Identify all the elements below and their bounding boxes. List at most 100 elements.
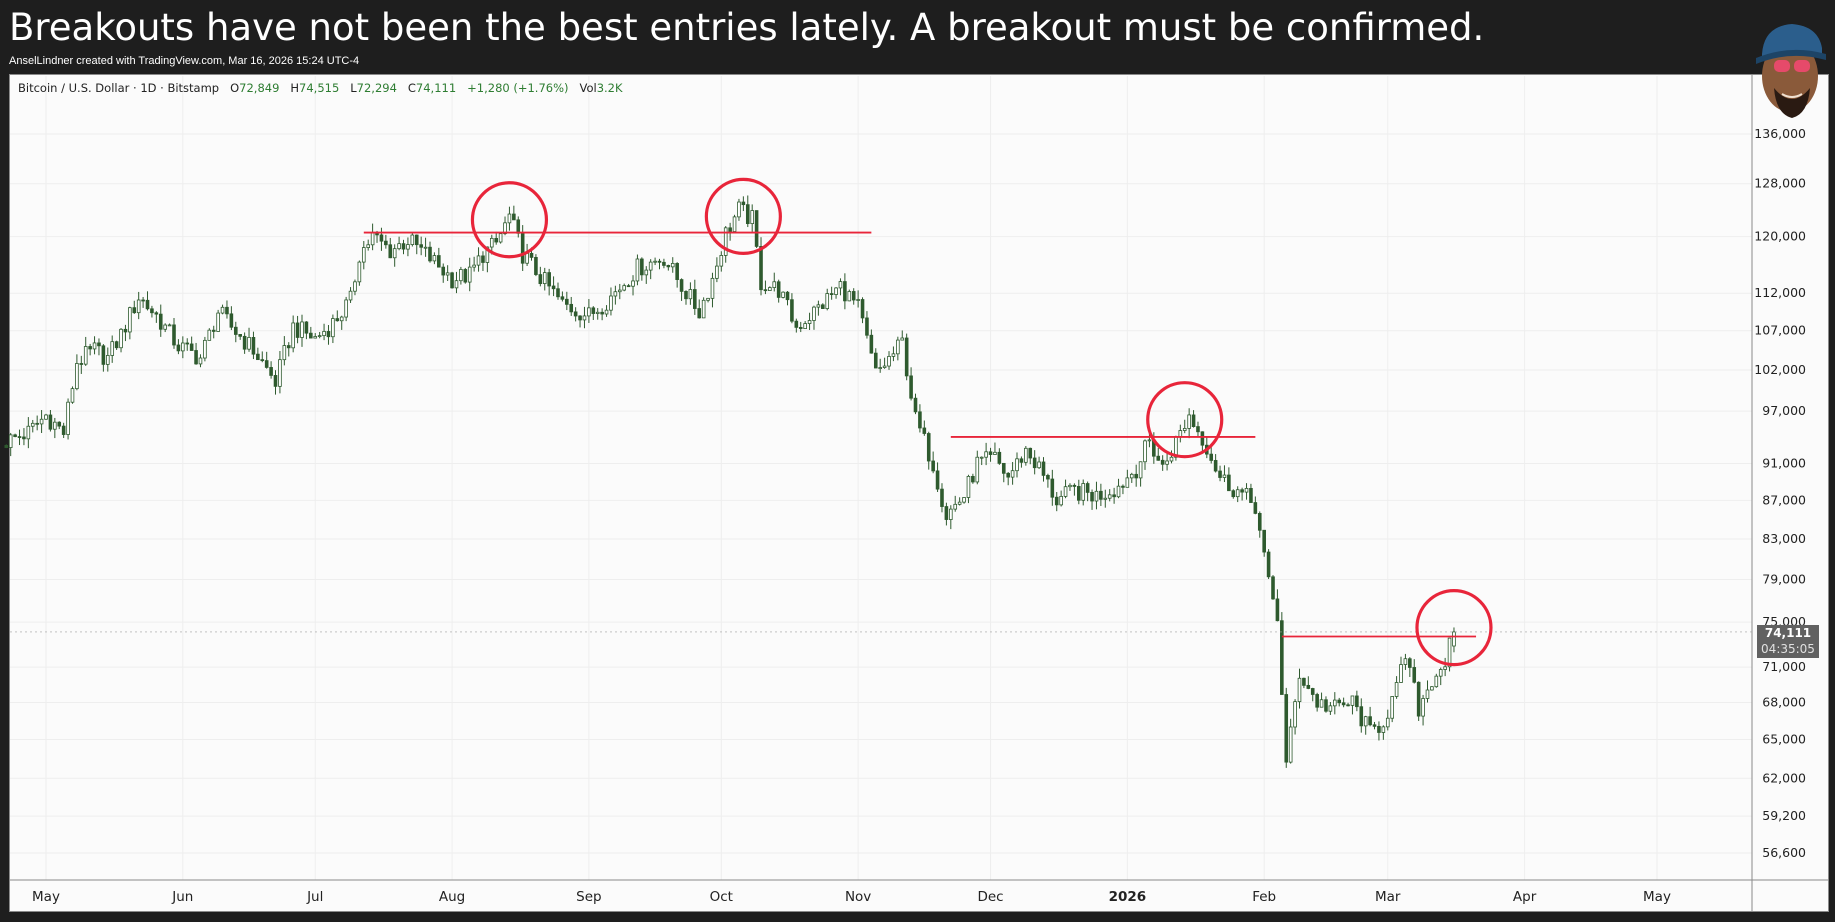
- candle-body: [675, 263, 679, 280]
- candle-body: [873, 352, 878, 369]
- candle-body: [66, 401, 70, 435]
- candle-body: [542, 272, 547, 285]
- candle-body: [181, 342, 185, 352]
- candle-body: [392, 248, 397, 259]
- candle-body: [1028, 447, 1033, 459]
- candle-body: [657, 260, 662, 263]
- candle-body: [26, 425, 31, 440]
- candle-body: [1297, 677, 1302, 703]
- candle-body: [516, 219, 521, 234]
- candle-body: [1085, 483, 1090, 493]
- chart-frame[interactable]: [9, 74, 1829, 912]
- candle-body: [1227, 474, 1231, 492]
- candle-body: [48, 414, 53, 430]
- x-tick-label: Oct: [710, 889, 733, 905]
- candle-body: [1046, 474, 1050, 480]
- candle-body: [834, 287, 838, 295]
- candle-body: [1068, 484, 1072, 488]
- legend-high-label: H: [290, 81, 300, 95]
- candle-body: [13, 434, 17, 437]
- candle-body: [119, 328, 123, 349]
- candle-body: [538, 274, 543, 285]
- candle-body: [1006, 472, 1010, 478]
- x-tick-label: Mar: [1375, 889, 1401, 905]
- candle-body: [70, 388, 75, 403]
- candle-body: [348, 290, 353, 301]
- candle-body: [114, 341, 119, 349]
- y-tick-label: 91,000: [1762, 456, 1806, 471]
- candle-body: [1200, 431, 1205, 446]
- candle-body: [445, 272, 450, 276]
- x-tick-label: Jul: [306, 889, 323, 905]
- candle-body: [1209, 453, 1214, 461]
- candle-body: [1275, 598, 1280, 622]
- candle-body: [207, 329, 212, 341]
- candle-body: [1284, 694, 1289, 763]
- candle-body: [35, 422, 39, 425]
- candle-body: [732, 216, 737, 232]
- candle-body: [1337, 699, 1342, 704]
- candle-body: [1328, 705, 1333, 712]
- candle-body: [595, 311, 600, 314]
- candle-body: [913, 397, 918, 413]
- candle-body: [706, 297, 710, 301]
- candle-body: [1319, 699, 1324, 708]
- candle-body: [878, 367, 882, 369]
- candle-body: [1010, 470, 1015, 478]
- legend-low: 72,294: [356, 81, 397, 95]
- candle-body: [900, 337, 905, 341]
- legend-vol-label: Vol: [579, 81, 597, 95]
- candle-body: [163, 324, 167, 330]
- candle-body: [529, 252, 534, 258]
- candle-body: [313, 336, 318, 339]
- candle-body: [1306, 684, 1311, 689]
- candle-body: [1121, 485, 1125, 488]
- candle-body: [1213, 460, 1218, 472]
- candle-body: [1134, 473, 1138, 479]
- legend-change: +1,280 (+1.76%): [467, 81, 569, 95]
- candle-body: [61, 425, 66, 435]
- candle-body: [44, 414, 48, 420]
- candle-body: [414, 234, 419, 246]
- candle-body: [1377, 725, 1381, 733]
- candle-body: [366, 244, 370, 248]
- y-tick-label: 128,000: [1754, 176, 1806, 191]
- candle-body: [256, 353, 260, 361]
- candle-body: [1408, 658, 1412, 668]
- candle-body: [741, 201, 746, 206]
- candle-body: [1147, 439, 1152, 442]
- candle-body: [1280, 620, 1284, 695]
- candle-body: [1024, 447, 1028, 463]
- candle-body: [30, 422, 35, 427]
- candle-body: [481, 255, 485, 263]
- candle-body: [229, 313, 234, 328]
- y-tick-label: 83,000: [1762, 531, 1806, 546]
- candle-body: [105, 355, 110, 365]
- candle-body: [1324, 699, 1328, 712]
- candle-body: [909, 375, 913, 399]
- breakout-circle: [1415, 589, 1493, 667]
- y-tick-label: 79,000: [1762, 572, 1806, 587]
- candle-body: [984, 451, 988, 458]
- candle-body: [1054, 496, 1059, 506]
- candle-body: [136, 299, 141, 314]
- candle-body: [701, 299, 706, 319]
- y-tick-label: 120,000: [1754, 229, 1806, 244]
- candle-body: [1116, 485, 1121, 498]
- candle-body: [759, 246, 763, 291]
- candle-body: [110, 341, 115, 356]
- y-tick-label: 102,000: [1754, 362, 1806, 377]
- candle-body: [1165, 460, 1169, 465]
- candle-body: [1156, 455, 1161, 461]
- candle-body: [489, 237, 494, 248]
- candle-body: [141, 299, 145, 302]
- breakout-circle: [704, 177, 782, 256]
- candle-body: [604, 309, 609, 315]
- candle-body: [1191, 414, 1196, 427]
- x-tick-label: May: [1643, 889, 1671, 905]
- candle-body: [463, 269, 468, 283]
- candle-body: [865, 317, 869, 336]
- candle-body: [1143, 440, 1147, 463]
- candle-body: [631, 280, 635, 287]
